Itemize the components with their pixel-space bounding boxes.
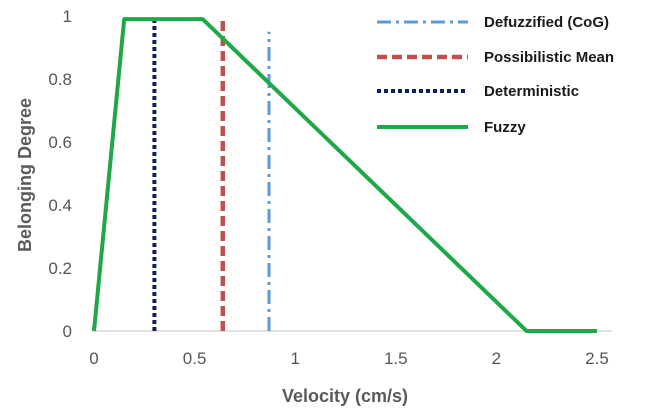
y-tick-label: 0.6: [48, 133, 72, 152]
legend-label: Fuzzy: [484, 119, 526, 136]
x-tick-label: 2.5: [585, 349, 609, 368]
x-tick-label: 2: [492, 349, 501, 368]
x-axis-title: Velocity (cm/s): [282, 386, 408, 406]
y-axis-title: Belonging Degree: [15, 98, 35, 252]
y-tick-label: 0.8: [48, 70, 72, 89]
y-tick-label: 0: [63, 322, 72, 341]
legend-label: Possibilistic Mean: [484, 49, 614, 66]
y-tick-label: 0.2: [48, 259, 72, 278]
series-line-fuzzy: [92, 17, 597, 333]
x-tick-label: 1.5: [384, 349, 408, 368]
axes: 0 0.5 1 1.5 2 2.5 0 0.2 0.4 0.6 0.8 1: [48, 7, 612, 368]
x-tick-label: 0: [89, 349, 98, 368]
x-tick-label: 1: [290, 349, 299, 368]
legend: Defuzzified (CoG) Possibilistic Mean Deter…: [377, 14, 614, 136]
legend-label: Deterministic: [484, 83, 579, 100]
plot-area: [92, 16, 597, 333]
legend-label: Defuzzified (CoG): [484, 14, 609, 31]
y-tick-label: 0.4: [48, 196, 72, 215]
x-tick-label: 0.5: [183, 349, 207, 368]
y-tick-label: 1: [63, 7, 72, 26]
